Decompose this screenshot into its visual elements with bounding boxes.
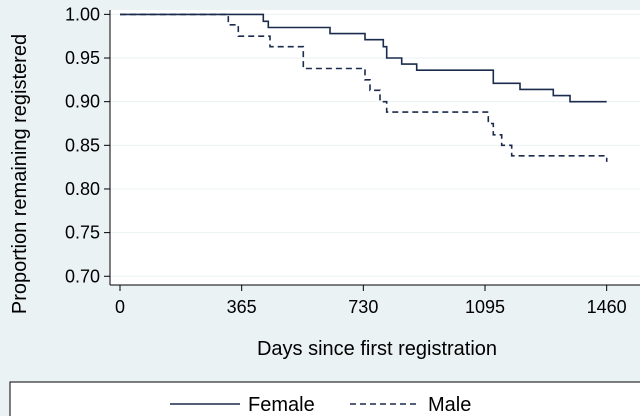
legend: Female Male [170, 394, 471, 416]
y-tick-label: 0.95 [65, 48, 100, 68]
tick-labels: 0.70 0.75 0.80 0.85 0.90 0.95 1.00 0 365 730 1095 1… [65, 4, 627, 317]
x-tick-label: 1460 [587, 297, 627, 317]
y-tick-label: 0.70 [65, 266, 100, 286]
y-axis-label: Proportion remaining registered [9, 34, 31, 314]
series-lines [120, 13, 608, 162]
legend-label-male: Male [428, 394, 471, 416]
x-tick-label: 0 [115, 297, 125, 317]
y-tick-label: 1.00 [65, 4, 100, 24]
series-line-female [120, 13, 607, 103]
x-tick-label: 730 [348, 297, 378, 317]
x-axis-label: Days since first registration [257, 338, 497, 360]
y-tick-label: 0.85 [65, 135, 100, 155]
legend-label-female: Female [248, 394, 315, 416]
x-tick-label: 365 [227, 297, 257, 317]
axes [104, 10, 640, 291]
y-tick-label: 0.80 [65, 179, 100, 199]
y-tick-label: 0.75 [65, 223, 100, 243]
series-line-male [120, 13, 608, 162]
legend-box [9, 381, 640, 416]
y-tick-label: 0.90 [65, 92, 100, 112]
x-tick-label: 1095 [465, 297, 505, 317]
plot-area [110, 10, 640, 285]
